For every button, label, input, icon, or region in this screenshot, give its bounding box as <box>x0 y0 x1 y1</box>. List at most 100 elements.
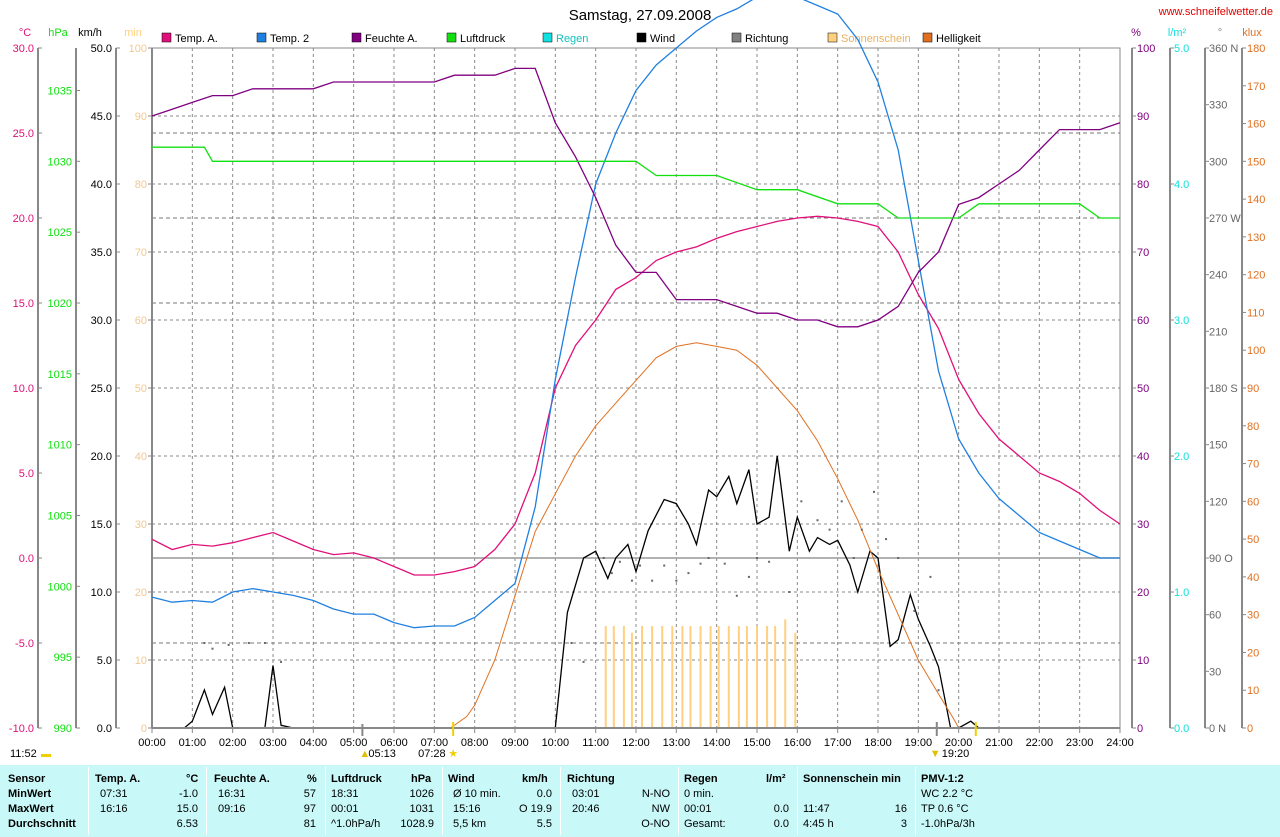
sunrise-time: 07:28 <box>418 748 446 760</box>
axis-tick-label: 30 <box>135 519 147 531</box>
stats-cell-druck-time: ^1.0hPa/h <box>331 818 381 830</box>
axis-tick-label: 120 <box>1209 496 1227 508</box>
stats-cell-wind-desc: 15:16 <box>453 803 481 815</box>
axis-tick-label: 45.0 <box>91 111 112 123</box>
stats-cell-feuchte-val: 81 <box>303 818 316 830</box>
axis-tick-label: 50 <box>135 383 147 395</box>
stats-cell-druck-time: 18:31 <box>331 788 359 800</box>
axis-tick-label: 30.0 <box>13 43 34 55</box>
x-tick-label: 21:00 <box>985 737 1013 749</box>
x-tick-label: 09:00 <box>501 737 529 749</box>
axis-tick-label: 0.0 <box>97 723 112 735</box>
x-tick-label: 17:00 <box>824 737 852 749</box>
legend-label: Wind <box>650 33 675 45</box>
axis-units: °C hPa km/h min% l/m² ° klux <box>19 27 1262 39</box>
direction-dot <box>860 528 863 531</box>
stats-cell-wind-val: 5.5 <box>536 818 552 830</box>
axis-tick-label: 330 <box>1209 100 1227 112</box>
axis-tick-label: 1020 <box>48 298 72 310</box>
dawn-time: 05:13 <box>368 748 396 760</box>
direction-dot <box>227 643 230 646</box>
axis-tick-label: 995 <box>54 652 72 664</box>
axis-tick-label: 5.0 <box>19 468 34 480</box>
direction-dot <box>211 647 214 650</box>
sunrise-icon: ★ <box>448 748 458 760</box>
axis-tick-label: 150 <box>1247 156 1265 168</box>
axis-tick-label: 990 <box>54 723 72 735</box>
axis-unit-label: km/h <box>78 27 102 39</box>
axis-tick-label: 1015 <box>48 369 72 381</box>
direction-dot <box>675 579 678 582</box>
stats-cell-richt-val: N-NO <box>641 788 670 800</box>
stats-cell-pmv: -1.0hPa/3h <box>921 818 975 830</box>
header-feuchte: Feuchte A. <box>214 773 270 785</box>
x-tick-label: 11:00 <box>582 737 609 749</box>
x-tick-label: 01:00 <box>179 737 207 749</box>
chart-axes: 30.0 25.0 20.0 15.0 10.0 5.0 0.0 -5.0 -10.0 50.0 4… <box>9 43 1265 735</box>
left-time: 11:52 <box>10 748 37 760</box>
direction-dot <box>929 575 932 578</box>
series-wind <box>152 455 999 729</box>
series-luftdruck <box>152 146 1120 219</box>
axis-tick-label: 50.0 <box>91 43 112 55</box>
direction-dot <box>897 557 900 559</box>
direction-dot <box>788 591 791 593</box>
x-tick-label: 24:00 <box>1106 737 1134 749</box>
direction-dot <box>570 642 573 644</box>
stats-cell-wind-val: O 19.9 <box>518 803 552 815</box>
axis-tick-label: 360 N <box>1209 43 1238 55</box>
legend-label: Feuchte A. <box>365 33 418 45</box>
stats-cell-pmv: WC 2.2 °C <box>921 788 974 800</box>
x-tick-label: 08:00 <box>461 737 489 749</box>
stats-cell-druck-time: 00:01 <box>331 803 359 815</box>
chart-legend: Temp. A. Temp. 2 Feuchte A. Luftdruck Regen W… <box>161 32 981 45</box>
axis-tick-label: 240 <box>1209 270 1227 282</box>
direction-dot <box>651 579 654 582</box>
axis-tick-label: 180 <box>1247 43 1265 55</box>
chart-plot-area <box>151 0 1121 729</box>
stats-cell-pmv: TP 0.6 °C <box>921 803 969 815</box>
stats-cell-druck-val: 1026 <box>409 788 434 800</box>
chart-title: Samstag, 27.09.2008 <box>569 7 712 24</box>
stats-cell-label: Durchschnitt <box>8 818 76 830</box>
sunset-icon: ▼ <box>930 748 941 760</box>
stats-cell-regen-desc: 00:01 <box>684 803 712 815</box>
axis-tick-label: 10 <box>1247 685 1259 697</box>
axis-tick-label: 130 <box>1247 232 1265 244</box>
direction-dot <box>663 564 666 567</box>
axis-tick-label: 25.0 <box>13 128 34 140</box>
direction-dot <box>723 562 726 565</box>
axis-tick-label: 70 <box>1137 247 1149 259</box>
legend-swatch <box>351 32 362 43</box>
stats-cell-wind-desc: 5,5 km <box>453 818 487 830</box>
axis-tick-label: 110 <box>1247 307 1265 319</box>
legend-swatch <box>922 32 933 43</box>
direction-dot <box>885 538 888 541</box>
axis-tick-label: 90 <box>135 111 147 123</box>
direction-dot <box>602 557 605 559</box>
axis-tick-label: 15.0 <box>13 298 34 310</box>
header-sonne: Sonnenschein min <box>803 773 901 785</box>
series-helligkeit <box>450 342 960 729</box>
axis-tick-label: 0 <box>1137 723 1143 735</box>
stats-cell-label: MaxWert <box>8 803 54 815</box>
stats-cell-richt-time: 03:01 <box>572 788 600 800</box>
legend-label: Helligkeit <box>936 33 981 45</box>
axis-tick-label: 4.0 <box>1174 179 1189 191</box>
axis-tick-label: 0 N <box>1209 723 1226 735</box>
direction-dot <box>840 500 843 503</box>
header-richtung: Richtung <box>567 773 615 785</box>
header-sensor: Sensor <box>8 773 46 785</box>
x-tick-label: 06:00 <box>380 737 408 749</box>
sun-events: 05:13▲ 07:28 ★ 19:20▼ 11:52 ▬ <box>10 722 977 760</box>
direction-dot <box>203 642 206 644</box>
sunset-time: 19:20 <box>942 748 970 760</box>
x-tick-label: 05:00 <box>340 737 368 749</box>
axis-tick-label: 0 <box>1247 723 1253 735</box>
direction-dot <box>263 642 266 644</box>
legend-swatch <box>161 32 172 43</box>
direction-dot <box>699 562 702 565</box>
x-tick-label: 00:00 <box>138 737 166 749</box>
stats-cell-feuchte-val: 57 <box>303 788 316 800</box>
direction-dot <box>630 579 633 582</box>
